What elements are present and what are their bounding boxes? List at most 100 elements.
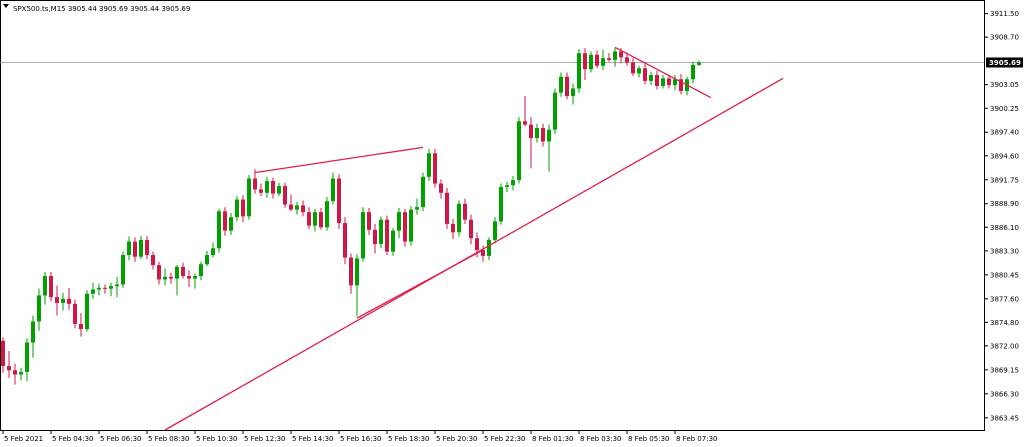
candle-body <box>535 128 539 139</box>
candle-body <box>19 371 23 375</box>
candle <box>265 176 269 198</box>
candle <box>319 207 323 230</box>
candle-body <box>589 54 593 70</box>
candle <box>373 223 377 254</box>
y-tick-label: 3903.05 <box>990 81 1019 89</box>
x-tick-label: 8 Feb 03:30 <box>580 435 621 443</box>
candle <box>655 70 659 90</box>
candle-body <box>55 297 59 303</box>
descending-wedge-trendline[interactable] <box>614 46 712 99</box>
candle <box>163 268 167 286</box>
candle-body <box>577 53 581 89</box>
candle-body <box>43 276 47 296</box>
candle <box>331 172 335 205</box>
candle-body <box>157 265 161 280</box>
y-tick-label: 3869.15 <box>990 366 1019 374</box>
candle-body <box>85 293 89 330</box>
candle <box>511 175 515 191</box>
candle <box>187 270 191 287</box>
candle-body <box>631 62 635 74</box>
candle-body <box>175 266 179 279</box>
candle-body <box>61 298 65 303</box>
candle-body <box>655 75 659 86</box>
candle-body <box>565 76 569 97</box>
candle <box>205 250 209 266</box>
x-tick-label: 5 Feb 20:30 <box>436 435 477 443</box>
candle-body <box>667 78 671 86</box>
candle <box>637 65 641 78</box>
candle-body <box>691 64 695 80</box>
y-tick-label: 3883.30 <box>990 247 1019 255</box>
candle <box>97 283 101 296</box>
candle <box>667 75 671 89</box>
candle <box>271 177 275 199</box>
candle <box>337 174 341 229</box>
candle <box>103 284 107 294</box>
candle <box>313 208 317 232</box>
candle <box>181 262 185 279</box>
candle-body <box>301 205 305 213</box>
x-tick-label: 5 Feb 12:30 <box>244 435 285 443</box>
candle-body <box>553 92 557 130</box>
candle-body <box>511 180 515 186</box>
y-tick-label: 3863.45 <box>990 414 1019 422</box>
candle-body <box>415 207 419 210</box>
candle-body <box>475 238 479 250</box>
candle-body <box>7 366 11 371</box>
time-axis[interactable]: 5 Feb 2021 5 Feb 04:30 5 Feb 06:30 5 Feb 08… <box>2 430 717 443</box>
candle-body <box>13 370 17 375</box>
candle-body <box>37 295 41 322</box>
candle <box>427 149 431 182</box>
candle-body <box>445 192 449 224</box>
candle-body <box>193 276 197 279</box>
candle <box>229 212 233 235</box>
candle-body <box>145 239 149 256</box>
y-tick-label: 3891.75 <box>990 176 1019 184</box>
candle <box>493 217 497 244</box>
candle-body <box>259 189 263 193</box>
x-tick-label: 8 Feb 07:30 <box>676 435 717 443</box>
candle-body <box>151 255 155 266</box>
candle <box>235 196 239 222</box>
x-tick-label: 8 Feb 05:30 <box>628 435 669 443</box>
candle-body <box>361 212 365 259</box>
candle-body <box>163 276 167 280</box>
dropdown-triangle-icon[interactable] <box>3 4 9 8</box>
candle <box>691 61 695 84</box>
candle-body <box>313 212 317 226</box>
upper-resistance-trendline[interactable] <box>254 146 424 174</box>
candle-body <box>229 217 233 231</box>
candle <box>607 53 611 62</box>
candle-body <box>583 53 587 70</box>
candle <box>415 198 419 215</box>
candle <box>157 261 161 285</box>
candle <box>241 195 245 223</box>
candle-body <box>601 58 605 66</box>
candle-body <box>385 219 389 252</box>
candle-body <box>271 181 275 194</box>
x-tick-label: 5 Feb 14:30 <box>292 435 333 443</box>
x-tick-label: 5 Feb 10:30 <box>196 435 237 443</box>
candle <box>697 60 701 66</box>
candle <box>463 198 467 224</box>
price-axis[interactable]: 3911.50 3908.70 3903.05 3900.25 3897.40 3894.… <box>984 10 1019 422</box>
candle <box>109 282 113 297</box>
trendlines[interactable] <box>164 46 784 431</box>
candle <box>145 235 149 260</box>
candle-body <box>79 324 83 330</box>
current-price-label: 3905.69 <box>989 59 1021 67</box>
candle <box>649 71 653 86</box>
candle-body <box>181 266 185 277</box>
candle <box>259 183 263 197</box>
x-tick-label: 5 Feb 08:30 <box>148 435 189 443</box>
candle-body <box>277 186 281 194</box>
y-tick-label: 3880.45 <box>990 271 1019 279</box>
candle <box>31 315 35 358</box>
lower-support-trendline[interactable] <box>356 249 484 319</box>
candle-body <box>613 51 617 60</box>
candle <box>223 207 227 236</box>
chart-header: SPX500.ts,M15 3905.44 3905.69 3905.44 39… <box>3 4 190 13</box>
candle <box>559 72 563 97</box>
y-tick-label: 3900.25 <box>990 105 1019 113</box>
